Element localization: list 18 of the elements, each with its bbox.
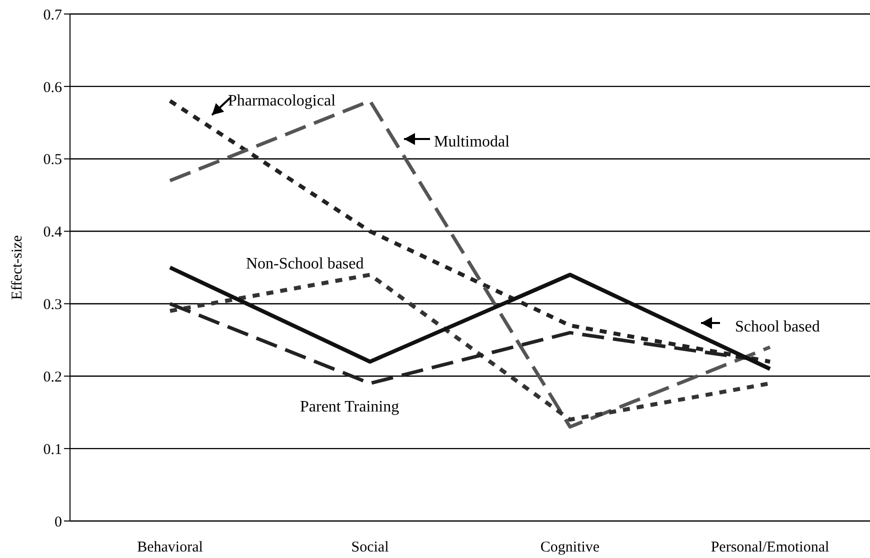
x-tick-label: Personal/Emotional [710,540,830,556]
x-tick-label: Behavioral [137,540,203,556]
y-tick-label: 0 [54,514,62,530]
series-label: Non-School based [246,256,364,273]
x-tick-label: Cognitive [540,540,600,556]
y-tick-label: 0.2 [43,369,62,386]
series-label: Multimodal [434,134,510,151]
x-tick-label: Social [351,540,389,556]
y-tick-label: 0.5 [43,152,62,168]
y-tick-label: 0.4 [43,224,62,241]
series-label: Pharmacological [228,92,336,110]
y-tick-label: 0.7 [43,7,62,24]
y-tick-label: 0.3 [43,297,62,314]
series-label: Parent Training [300,398,400,416]
y-tick-label: 0.1 [43,442,62,458]
y-axis-title: Effect-size [9,234,26,300]
series-label: School based [735,318,820,336]
y-tick-label: 0.6 [43,80,62,96]
